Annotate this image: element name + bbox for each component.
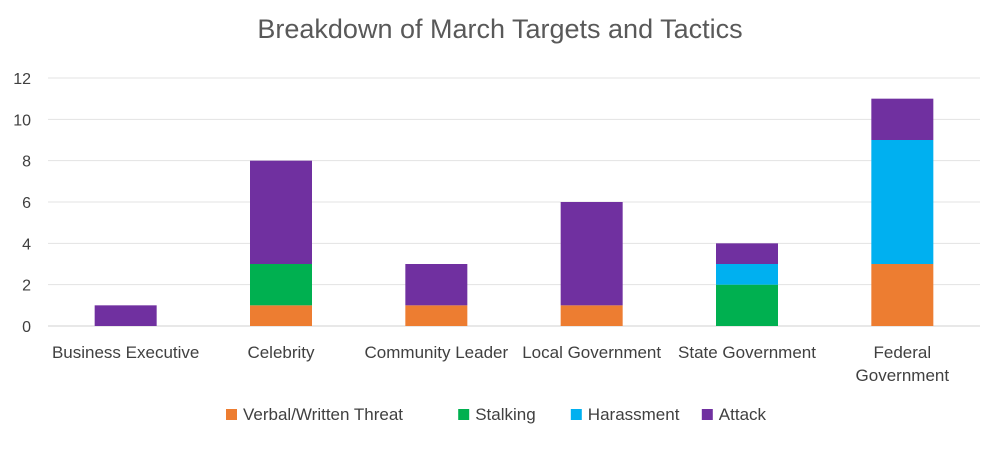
y-tick-label: 4 (22, 236, 31, 253)
y-tick-label: 10 (13, 112, 31, 129)
bar-segment (716, 264, 778, 285)
x-tick-label: State Government (678, 343, 816, 362)
bar-segment (871, 264, 934, 326)
x-tick-label: Local Government (522, 343, 661, 362)
legend-swatch (570, 409, 582, 420)
bar-segment (716, 243, 778, 264)
bar-segment (250, 264, 312, 306)
legend-swatch (701, 409, 713, 420)
bar-segment (405, 264, 468, 306)
y-tick-label: 0 (22, 319, 31, 336)
legend-label: Verbal/Written Threat (243, 405, 403, 424)
bar-segment (871, 98, 934, 140)
bar-segment (871, 140, 934, 264)
x-tick-label: Business Executive (52, 343, 199, 362)
y-tick-label: 2 (22, 278, 31, 295)
bar-segment (94, 305, 157, 326)
legend-label: Attack (719, 405, 767, 424)
bar-segment (405, 305, 468, 326)
bar-segment (560, 305, 623, 326)
x-tick-label: Celebrity (247, 343, 315, 362)
legend-label: Stalking (475, 405, 535, 424)
legend-swatch (458, 409, 470, 420)
bar-segment (560, 202, 623, 306)
x-tick-label: Community Leader (365, 343, 509, 362)
bar-segment (250, 160, 312, 264)
legend-swatch (226, 409, 237, 420)
bar-segment (716, 284, 778, 326)
chart-title: Breakdown of March Targets and Tactics (257, 14, 743, 44)
y-tick-label: 8 (22, 154, 31, 171)
legend-label: Harassment (588, 405, 680, 424)
y-tick-label: 12 (13, 71, 31, 88)
y-tick-label: 6 (22, 195, 31, 212)
bar-segment (250, 305, 312, 326)
x-tick-label: Federal Government (856, 343, 950, 385)
